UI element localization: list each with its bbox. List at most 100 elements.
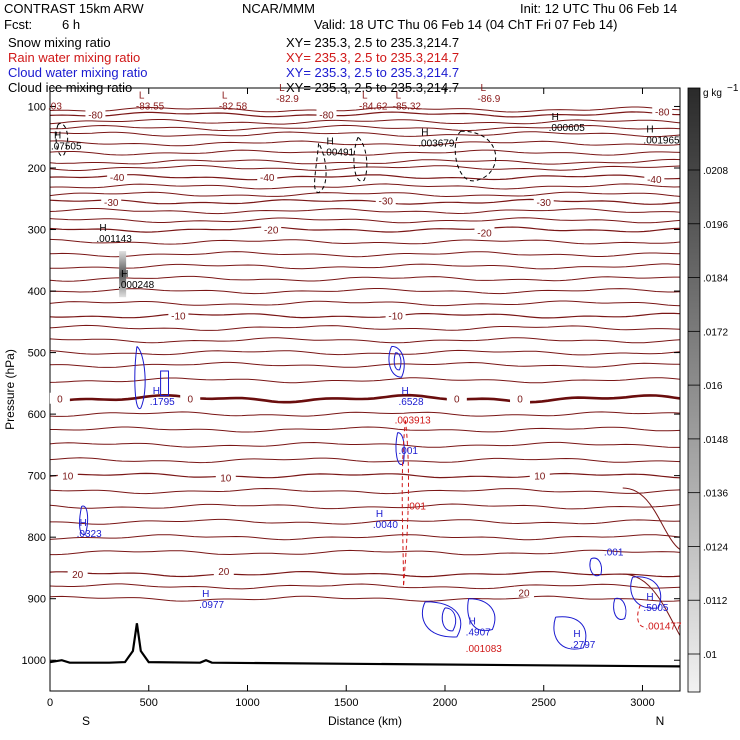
isotherm-label: 10 <box>220 473 232 484</box>
isotherm-line <box>50 377 680 384</box>
isotherm-line <box>50 191 680 198</box>
cloud-ice-contour <box>353 136 368 182</box>
isotherm-label: -40 <box>260 173 275 184</box>
colorbar-tick-label: .0208 <box>703 166 728 177</box>
isotherm--80 <box>50 111 680 118</box>
cloud-water-contour <box>393 352 402 371</box>
colorbar-tick-label: .0196 <box>703 220 728 231</box>
isotherm-line <box>50 426 680 433</box>
extremum-mark: H <box>54 130 61 141</box>
y-tick-label: 500 <box>28 348 46 360</box>
colorbar-tick-label: .0184 <box>703 274 728 285</box>
extremum-value: .03 <box>48 101 62 112</box>
extremum-mark: L <box>222 90 228 101</box>
extremum-value: .001477 <box>645 621 682 632</box>
extremum-value: .6528 <box>399 397 424 408</box>
cloud-water-contour <box>589 557 602 577</box>
isotherm-line <box>50 503 680 510</box>
x-tick-label: 1500 <box>334 697 358 709</box>
field-cloudwater-xy: XY= 235.3, 2.5 to 235.3,214.7 <box>286 65 460 80</box>
extremum-mark: H <box>552 112 559 123</box>
isotherm-line <box>50 288 680 295</box>
extremum-value: .001 <box>399 446 419 457</box>
rain-water-contour <box>637 604 647 628</box>
isotherm-line <box>622 487 680 550</box>
extremum-value: -85.32 <box>393 101 422 112</box>
isotherm-label-bg <box>510 392 531 404</box>
extremum-value: .07505 <box>51 141 82 152</box>
org-label: NCAR/MMM <box>242 1 315 16</box>
x-tick-label: 2500 <box>531 697 555 709</box>
isotherm-label-bg <box>180 392 201 404</box>
isotherm-label-bg <box>49 392 70 404</box>
extremum-mark: H <box>421 127 428 138</box>
isotherm-label: -40 <box>647 175 662 186</box>
isotherm-line <box>50 411 680 417</box>
field-cloudwater-name: Cloud water mixing ratio <box>8 65 148 80</box>
terrain-line <box>50 623 680 668</box>
colorbar-unit-exp: −1 <box>727 83 739 94</box>
isotherm-label: -80 <box>655 107 670 118</box>
isotherm--30 <box>50 198 680 205</box>
extremum-value: .000248 <box>118 280 155 291</box>
isotherm-line <box>50 337 680 344</box>
y-tick-label: 800 <box>28 532 46 544</box>
isotherm-line <box>50 300 680 307</box>
isotherm-label-bg <box>316 108 337 120</box>
south-label: S <box>82 714 90 728</box>
isotherm-label-bg <box>375 194 396 206</box>
isotherm-line <box>50 238 680 245</box>
extremum-value: .001 <box>406 501 426 512</box>
extremum-value: .4907 <box>466 628 491 639</box>
colorbar-tick-label: .016 <box>703 381 723 392</box>
extremum-mark: H <box>646 124 653 135</box>
extremum-mark: H <box>202 589 209 600</box>
isotherm-label: 0 <box>187 395 193 406</box>
isotherm-label: -10 <box>388 312 403 323</box>
cloud-ice-contour <box>454 130 497 182</box>
isotherm-line <box>50 208 680 215</box>
extremum-value: .003913 <box>395 415 432 426</box>
x-axis-label: Distance (km) <box>328 714 402 728</box>
isotherm-label-bg <box>257 171 278 183</box>
cloud-water-contour <box>630 576 662 609</box>
isotherm-label: -30 <box>104 198 119 209</box>
rain-water-contour <box>401 420 410 587</box>
isotherm-line <box>50 131 680 138</box>
isotherm-line <box>50 217 680 224</box>
cloud-water-contour <box>160 370 169 397</box>
extremum-mark: H <box>153 386 160 397</box>
colorbar-tick-label: .0136 <box>703 489 728 500</box>
isotherm-label: -20 <box>264 226 279 237</box>
extremum-value: .5005 <box>643 603 668 614</box>
isotherm--10 <box>50 312 680 319</box>
extremum-mark: L <box>362 90 368 101</box>
x-tick-label: 2000 <box>433 697 457 709</box>
isotherm-line <box>50 518 680 525</box>
snow-shading <box>119 251 127 298</box>
isotherm-line <box>50 106 680 113</box>
y-axis-label: Pressure (hPa) <box>3 349 17 430</box>
y-tick-label: 700 <box>28 471 46 483</box>
cloud-water-contour <box>441 607 457 632</box>
colorbar-tick-label: .0124 <box>703 542 728 553</box>
model-title: CONTRAST 15km ARW <box>4 1 144 16</box>
isotherm--40 <box>50 174 680 181</box>
y-tick-label: 200 <box>28 163 46 175</box>
isotherm-line <box>50 251 680 258</box>
extremum-mark: H <box>402 386 409 397</box>
isotherm-line <box>50 441 680 448</box>
isotherm-line <box>50 183 680 190</box>
x-tick-label: 3000 <box>630 697 654 709</box>
isotherm-label: -10 <box>171 312 186 323</box>
cloud-water-contour <box>613 597 627 620</box>
isotherm-label-bg <box>107 171 128 183</box>
extremum-mark: H <box>99 223 106 234</box>
extremum-value: .0040 <box>373 520 398 531</box>
extremum-value: -82.58 <box>219 101 248 112</box>
isotherm-20 <box>50 571 680 578</box>
isotherm-label: 20 <box>72 570 84 581</box>
extremum-value: .001083 <box>466 644 503 655</box>
extremum-value: -83.55 <box>136 101 165 112</box>
colorbar-tick-label: .01 <box>703 650 717 661</box>
